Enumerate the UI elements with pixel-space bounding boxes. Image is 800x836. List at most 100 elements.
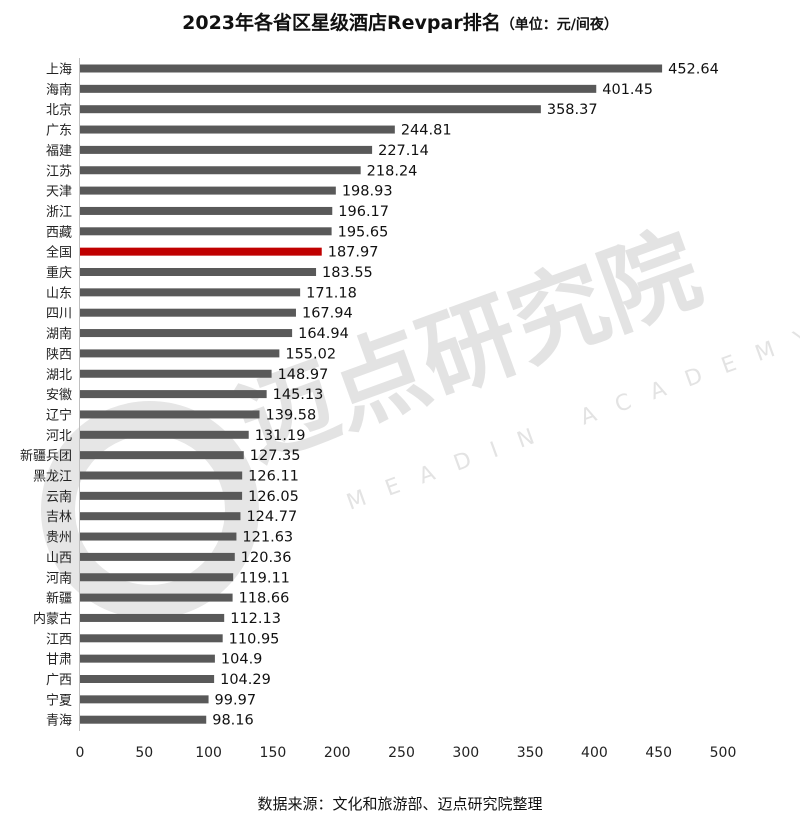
bar <box>80 430 249 439</box>
category-label: 湖南 <box>46 326 72 342</box>
bar <box>80 329 293 338</box>
category-label: 河北 <box>46 429 72 444</box>
category-label: 江苏 <box>46 163 72 179</box>
value-label: 110.95 <box>229 631 280 647</box>
value-label: 118.66 <box>239 591 290 607</box>
category-label: 甘肃 <box>46 653 72 668</box>
bar <box>80 288 301 297</box>
bar <box>80 410 260 419</box>
bar <box>80 512 241 521</box>
category-label: 广东 <box>46 124 72 139</box>
bar <box>80 369 272 378</box>
bars-layer <box>80 64 663 724</box>
category-label: 海南 <box>46 82 72 98</box>
chart-source: 数据来源：文化和旅游部、迈点研究院整理 <box>257 795 543 813</box>
bar <box>80 186 336 195</box>
bar <box>80 390 267 399</box>
value-label: 139.58 <box>266 407 317 423</box>
value-label: 99.97 <box>215 692 257 708</box>
category-label: 福建 <box>46 144 72 159</box>
x-tick-label: 50 <box>135 745 153 761</box>
category-label: 河南 <box>46 570 72 586</box>
category-label: 重庆 <box>46 265 72 281</box>
value-label: 112.13 <box>230 611 281 627</box>
chart-unit: （单位：元/间夜） <box>500 17 618 33</box>
value-label: 227.14 <box>378 143 429 159</box>
category-label: 新疆兵团 <box>20 448 72 464</box>
bar <box>80 64 663 73</box>
bar <box>80 532 237 541</box>
bar <box>80 145 373 154</box>
x-tick-label: 300 <box>452 745 479 761</box>
category-label: 黑龙江 <box>33 470 72 485</box>
bar <box>80 105 541 114</box>
category-label: 陕西 <box>46 347 72 362</box>
bar <box>80 125 395 134</box>
value-label: 171.18 <box>306 285 357 301</box>
value-label: 155.02 <box>285 346 336 362</box>
value-label: 121.63 <box>242 530 293 546</box>
category-label: 江西 <box>46 632 72 647</box>
category-label: 西藏 <box>46 225 72 240</box>
bar <box>80 593 233 602</box>
value-label: 98.16 <box>212 713 254 729</box>
bar <box>80 308 296 317</box>
category-label: 浙江 <box>46 205 72 220</box>
category-labels: 上海海南北京广东福建江苏天津浙江西藏全国重庆山东四川湖南陕西湖北安徽辽宁河北新疆… <box>20 63 72 729</box>
category-label: 四川 <box>46 307 72 322</box>
value-label: 167.94 <box>302 306 353 322</box>
bar <box>80 491 243 500</box>
value-label: 148.97 <box>278 367 329 383</box>
bar <box>80 349 280 358</box>
chart-title-main: 2023年各省区星级酒店Revpar排名 <box>182 12 501 34</box>
bar <box>80 715 207 724</box>
value-label: 452.64 <box>668 62 719 78</box>
value-label: 358.37 <box>547 102 598 118</box>
category-label: 北京 <box>46 103 72 118</box>
value-label: 218.24 <box>367 163 418 179</box>
x-tick-label: 0 <box>76 745 85 761</box>
value-label: 196.17 <box>338 204 389 220</box>
bar <box>80 675 215 683</box>
category-label: 天津 <box>46 185 72 200</box>
category-label: 全国 <box>46 245 72 261</box>
bar <box>80 451 244 460</box>
bar <box>80 695 209 704</box>
bar <box>80 227 332 236</box>
x-axis-ticks: 0 50 100 150 200 250 300 350 400 450 500 <box>76 745 737 761</box>
chart-title: 2023年各省区星级酒店Revpar排名（单位：元/间夜） <box>0 8 800 35</box>
value-label: 187.97 <box>328 245 379 261</box>
value-label: 195.65 <box>338 224 389 240</box>
category-label: 宁夏 <box>46 692 72 708</box>
category-label: 新疆 <box>46 591 72 607</box>
bar <box>80 471 243 480</box>
bar <box>80 84 597 93</box>
category-label: 内蒙古 <box>33 611 72 627</box>
value-label: 126.11 <box>248 469 299 485</box>
value-label: 126.05 <box>248 489 299 505</box>
x-tick-label: 450 <box>645 745 672 761</box>
category-label: 山西 <box>46 551 72 566</box>
bar <box>80 268 317 276</box>
category-label: 辽宁 <box>46 407 72 423</box>
category-label: 青海 <box>46 714 72 729</box>
category-label: 安徽 <box>46 388 72 403</box>
value-label: 104.29 <box>220 672 271 688</box>
value-label: 104.9 <box>221 652 263 668</box>
value-label: 183.55 <box>322 265 373 281</box>
value-label: 131.19 <box>255 428 306 444</box>
bar <box>80 552 235 561</box>
value-label: 145.13 <box>273 387 324 403</box>
value-label: 124.77 <box>246 509 297 525</box>
x-tick-label: 150 <box>260 745 287 761</box>
bar <box>80 206 333 215</box>
value-label: 401.45 <box>602 82 653 98</box>
category-label: 湖北 <box>46 368 72 383</box>
category-label: 山东 <box>46 286 72 301</box>
x-tick-label: 500 <box>710 745 737 761</box>
value-label: 164.94 <box>298 326 349 342</box>
category-label: 云南 <box>46 489 72 505</box>
x-tick-label: 400 <box>581 745 608 761</box>
